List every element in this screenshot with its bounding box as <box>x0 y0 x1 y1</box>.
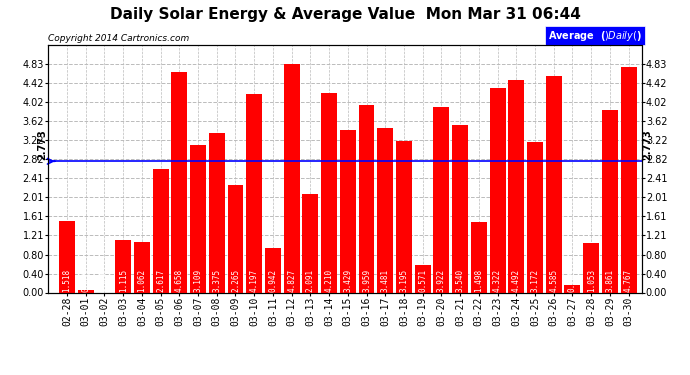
Bar <box>490 88 506 292</box>
Bar <box>415 266 431 292</box>
Bar <box>152 169 168 292</box>
Bar <box>527 142 543 292</box>
Text: 3.861: 3.861 <box>605 269 614 292</box>
Text: 3.195: 3.195 <box>400 269 408 292</box>
Text: 0.000: 0.000 <box>100 269 109 292</box>
Text: 4.210: 4.210 <box>324 269 333 292</box>
Text: Daily Solar Energy & Average Value  Mon Mar 31 06:44: Daily Solar Energy & Average Value Mon M… <box>110 8 580 22</box>
Bar <box>246 94 262 292</box>
Text: 4.658: 4.658 <box>175 269 184 292</box>
Text: 3.959: 3.959 <box>362 269 371 292</box>
Bar <box>265 248 281 292</box>
Text: 0.149: 0.149 <box>568 269 577 292</box>
Text: 3.375: 3.375 <box>213 269 221 292</box>
Bar <box>452 125 468 292</box>
Text: 0.571: 0.571 <box>418 269 427 292</box>
Bar <box>377 128 393 292</box>
Bar <box>509 80 524 292</box>
Bar <box>284 64 299 292</box>
Bar <box>321 93 337 292</box>
Bar <box>171 72 187 292</box>
Text: 2.773: 2.773 <box>642 130 652 160</box>
Bar <box>564 285 580 292</box>
Bar <box>209 133 225 292</box>
Bar <box>583 243 599 292</box>
Text: 3.172: 3.172 <box>531 269 540 292</box>
Bar <box>302 194 318 292</box>
Text: Copyright 2014 Cartronics.com: Copyright 2014 Cartronics.com <box>48 33 190 42</box>
Text: 1.053: 1.053 <box>586 269 595 292</box>
Bar <box>78 290 94 292</box>
Bar <box>134 242 150 292</box>
Text: 1.115: 1.115 <box>119 269 128 292</box>
Text: Average  ($)  Daily   ($): Average ($) Daily ($) <box>548 28 642 42</box>
Text: 2.091: 2.091 <box>306 269 315 292</box>
Text: 0.059: 0.059 <box>81 269 90 292</box>
Bar <box>396 141 412 292</box>
Bar <box>190 146 206 292</box>
Text: 3.540: 3.540 <box>455 269 464 292</box>
Bar <box>471 222 487 292</box>
Text: 3.429: 3.429 <box>344 269 353 292</box>
Text: 1.498: 1.498 <box>474 269 483 292</box>
Text: 2.617: 2.617 <box>156 269 165 292</box>
Bar <box>546 75 562 292</box>
Text: 4.767: 4.767 <box>624 269 633 292</box>
Bar <box>228 185 244 292</box>
Text: 1.062: 1.062 <box>137 269 146 292</box>
Bar <box>359 105 375 292</box>
Text: 2.265: 2.265 <box>231 269 240 292</box>
Text: 2.773: 2.773 <box>38 130 48 160</box>
Text: 1.518: 1.518 <box>63 269 72 292</box>
Text: 3.922: 3.922 <box>437 269 446 292</box>
Bar <box>602 110 618 292</box>
Bar <box>59 220 75 292</box>
Bar <box>620 67 637 292</box>
Text: 4.322: 4.322 <box>493 269 502 292</box>
Text: 4.197: 4.197 <box>250 269 259 292</box>
Bar <box>340 130 356 292</box>
Text: 3.481: 3.481 <box>381 269 390 292</box>
Text: 4.827: 4.827 <box>287 269 296 292</box>
Bar <box>433 107 449 292</box>
Bar <box>115 240 131 292</box>
Text: 3.109: 3.109 <box>194 269 203 292</box>
Text: 4.585: 4.585 <box>549 269 558 292</box>
Text: 0.942: 0.942 <box>268 269 277 292</box>
Text: 4.492: 4.492 <box>512 269 521 292</box>
